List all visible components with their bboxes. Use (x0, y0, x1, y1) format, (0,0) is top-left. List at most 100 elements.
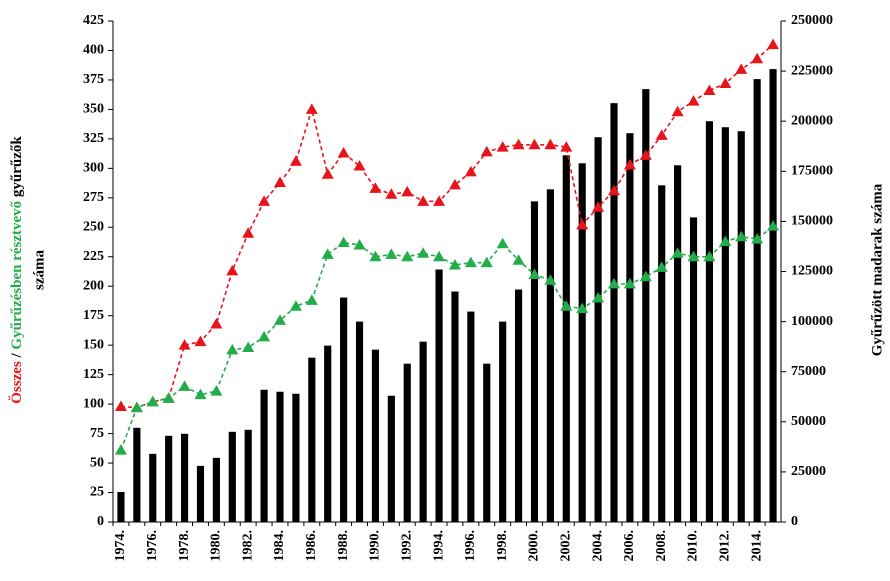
marker (162, 392, 175, 403)
x-tick-label: 1986. (304, 530, 319, 562)
bar (419, 341, 427, 522)
y-label-participating: Gyűrűzésben résztvevő (9, 200, 25, 349)
marker (592, 292, 605, 303)
x-tick-label: 2004. (590, 530, 605, 562)
x-tick-label: 1984. (272, 530, 287, 562)
bar (689, 217, 698, 522)
marker (337, 147, 350, 158)
y-tick-label: 175 (83, 308, 104, 323)
bar (514, 289, 523, 522)
y-tick-label: 275 (83, 190, 104, 205)
y2-tick-label: 75000 (791, 364, 826, 379)
marker (305, 103, 318, 114)
y2-tick-label: 0 (791, 514, 798, 529)
marker (623, 277, 636, 289)
marker (544, 138, 557, 150)
marker (719, 235, 732, 246)
marker (369, 182, 382, 193)
marker (496, 141, 509, 152)
marker (560, 141, 573, 152)
bar (292, 393, 300, 522)
bar (149, 453, 157, 522)
x-tick-label: 2014. (749, 530, 764, 562)
bar (499, 321, 507, 522)
bar (212, 457, 220, 522)
marker (703, 250, 716, 262)
marker (385, 248, 398, 259)
line (120, 225, 774, 451)
bar (355, 321, 364, 522)
bar (435, 269, 443, 522)
marker (226, 343, 239, 355)
y2-tick-label: 100000 (791, 314, 833, 329)
bar (133, 427, 141, 522)
marker (448, 178, 461, 190)
x-tick-label: 2002. (559, 530, 574, 562)
marker (576, 218, 589, 230)
marker (114, 444, 127, 455)
y2-tick-label: 225000 (791, 63, 833, 78)
y-tick-label: 425 (83, 13, 104, 28)
y-tick-label: 150 (83, 337, 104, 352)
marker (448, 259, 461, 270)
line (120, 43, 774, 409)
marker (369, 250, 382, 262)
marker (289, 300, 302, 311)
x-tick-label: 2012. (718, 530, 733, 562)
y-tick-label: 125 (83, 367, 104, 382)
x-tick-label: 2008. (654, 530, 669, 562)
x-tick-label: 1992. (399, 530, 414, 562)
x-tick-label: 1976. (145, 530, 160, 562)
marker (321, 248, 334, 259)
x-tick-label: 1998. (495, 530, 510, 562)
bar (340, 297, 348, 522)
y-axis-label: Összes / Gyűrűzésben résztvevő gyűrűzők (8, 136, 25, 404)
bar (578, 163, 586, 522)
bar (324, 345, 332, 522)
y-tick-label: 75 (90, 426, 104, 441)
y-tick-label: 100 (83, 396, 104, 411)
marker (608, 277, 620, 289)
y-tick-label: 0 (97, 514, 104, 529)
y2-tick-label: 25000 (791, 464, 826, 479)
bar (626, 133, 634, 522)
y-label-sep: / (9, 352, 25, 358)
bar (165, 435, 173, 522)
marker (464, 165, 477, 177)
y-tick-label: 50 (90, 455, 104, 470)
y2-tick-label: 125000 (791, 264, 833, 279)
y-tick-label: 375 (83, 72, 104, 87)
marker (353, 159, 366, 171)
bar (658, 185, 666, 522)
marker (735, 230, 748, 242)
x-tick-label: 1974. (113, 530, 128, 562)
y2-tick-label: 250000 (791, 13, 833, 28)
marker (655, 129, 668, 140)
x-tick-label: 1980. (209, 530, 224, 562)
marker (258, 195, 271, 206)
marker (767, 220, 780, 231)
marker (671, 247, 684, 258)
marker (353, 238, 366, 250)
x-tick-label: 1994. (431, 530, 446, 562)
marker (655, 261, 668, 272)
bar (610, 103, 618, 522)
bar (371, 349, 380, 522)
bar (753, 79, 761, 522)
x-tick-label: 1982. (240, 530, 255, 562)
marker (576, 302, 589, 314)
marker (417, 247, 430, 258)
marker (385, 188, 398, 199)
y2-tick-label: 150000 (791, 214, 833, 229)
marker (608, 184, 620, 196)
marker (226, 264, 239, 276)
bar (308, 357, 316, 522)
marker (401, 250, 414, 262)
marker (735, 63, 748, 74)
marker (512, 254, 525, 265)
marker (767, 38, 780, 50)
marker (289, 155, 302, 166)
marker (719, 77, 732, 88)
marker (178, 339, 191, 350)
